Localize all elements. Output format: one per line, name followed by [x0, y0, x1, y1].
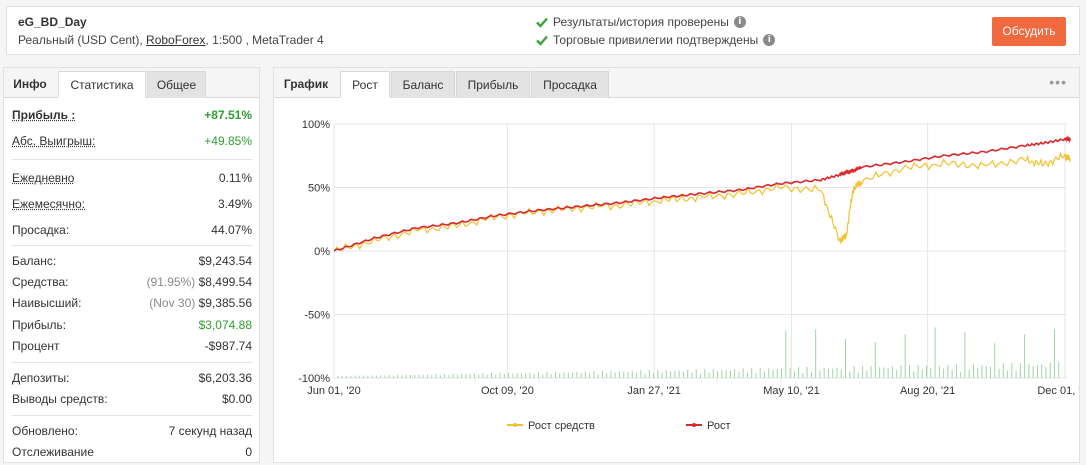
chart-panel: График Рост Баланс Прибыль Просадка ••• … [273, 67, 1080, 463]
info-icon[interactable]: i [763, 34, 776, 46]
legend-label: Рост [707, 420, 731, 432]
stat-profit-amount: Прибыль: $3,074.88 [12, 316, 252, 336]
stat-label: Депозиты: [12, 371, 70, 385]
account-leverage-platform: , 1:500 , MetaTrader 4 [205, 33, 324, 47]
stat-label: Прибыль: [12, 318, 67, 332]
stat-label[interactable]: Абс. Выигрыш: [12, 134, 96, 148]
y-tick-label: -50% [304, 310, 330, 322]
stat-withdrawals: Выводы средств: $0.00 [12, 390, 252, 410]
verify-privileges-text: Торговые привилегии подтверждены [553, 33, 759, 47]
stat-amount: $9,385.56 [198, 296, 252, 310]
stat-value: +49.85% [204, 134, 252, 148]
stat-deposits: Депозиты: $6,203.36 [12, 369, 252, 389]
tab-balance[interactable]: Баланс [391, 71, 455, 98]
stat-value: 44.07% [211, 223, 252, 237]
y-tick-label: -100% [298, 373, 330, 385]
account-type: Реальный (USD Cent), [18, 33, 147, 47]
stat-value: $0.00 [221, 392, 252, 406]
stat-label: Просадка: [12, 223, 70, 237]
stat-drawdown: Просадка: 44.07% [12, 221, 252, 241]
legend-marker [513, 423, 517, 427]
stat-tracking: Отслеживание 0 [12, 443, 252, 463]
x-tick-label: Jun 01, '20 [307, 385, 360, 397]
stat-value: (91.95%) $8,499.54 [147, 275, 252, 289]
legend-label: Рост средств [528, 420, 595, 432]
y-tick-label: 50% [308, 183, 330, 195]
stat-abs-gain: Абс. Выигрыш: +49.85% [12, 132, 252, 152]
tab-statistics[interactable]: Статистика [58, 71, 146, 98]
stat-value: 0 [245, 445, 252, 459]
divider [12, 159, 252, 160]
stat-label: Средства: [12, 275, 69, 289]
x-tick-label: Jan 27, '21 [627, 385, 680, 397]
tab-growth[interactable]: Рост [340, 71, 390, 98]
stat-profit: Прибыль : +87.51% [12, 106, 252, 126]
check-icon [536, 35, 548, 46]
x-tick-label: Dec 01, '21 [1037, 385, 1079, 397]
stat-sub: (Nov 30) [149, 296, 196, 310]
more-options-icon[interactable]: ••• [1049, 74, 1067, 90]
x-tick-label: May 10, '21 [763, 385, 820, 397]
stat-label[interactable]: Прибыль : [12, 108, 76, 122]
account-info: Реальный (USD Cent), RoboForex, 1:500 , … [18, 33, 324, 47]
stat-value: +87.51% [204, 108, 252, 122]
verify-results-text: Результаты/история проверены [553, 15, 729, 29]
stat-label[interactable]: Ежедневно [12, 171, 75, 185]
stat-label: Обновлено: [12, 424, 78, 438]
stat-updated: Обновлено: 7 секунд назад [12, 422, 252, 442]
stat-highest: Наивысший: (Nov 30) $9,385.56 [12, 294, 252, 314]
stat-label: Процент [12, 339, 60, 353]
stats-tabs: Инфо Статистика Общее [4, 68, 259, 98]
chart-tabs-label: График [283, 77, 329, 91]
stat-value: $6,203.36 [198, 371, 252, 385]
series-line [333, 151, 1071, 252]
tab-drawdown[interactable]: Просадка [531, 71, 609, 98]
discuss-button[interactable]: Обсудить [992, 17, 1066, 46]
tab-profit[interactable]: Прибыль [456, 71, 530, 98]
stat-label: Выводы средств: [12, 392, 108, 406]
verify-privileges: Торговые привилегии подтверждены i [535, 33, 776, 47]
stat-amount: $8,499.54 [198, 275, 252, 289]
y-tick-label: 0% [314, 246, 330, 258]
stat-label: Отслеживание [12, 445, 94, 459]
stat-value: -$987.74 [204, 339, 252, 353]
stat-value: $9,243.54 [198, 254, 252, 268]
x-tick-label: Oct 09, '20 [481, 385, 534, 397]
stat-monthly: Ежемесячно: 3.49% [12, 195, 252, 215]
growth-chart: 100% 50% 0% -50% -100%Jun 01, '20 Oct 09, '20… [298, 119, 1079, 432]
divider [12, 415, 252, 416]
account-name: eG_BD_Day [18, 15, 87, 29]
stat-interest: Процент -$987.74 [12, 337, 252, 357]
broker-link[interactable]: RoboForex [146, 33, 206, 47]
x-tick-label: Aug 20, '21 [900, 385, 955, 397]
stat-sub: (91.95%) [146, 275, 196, 289]
series-line [333, 135, 1071, 252]
stat-label[interactable]: Ежемесячно: [12, 197, 86, 211]
stat-balance: Баланс: $9,243.54 [12, 252, 252, 272]
y-tick-label: 100% [302, 119, 330, 131]
check-icon [536, 17, 548, 28]
tab-info[interactable]: Инфо [13, 77, 47, 91]
stat-equity: Средства: (91.95%) $8,499.54 [12, 273, 252, 293]
stat-value: (Nov 30) $9,385.56 [149, 296, 252, 310]
stat-daily: Ежедневно 0.11% [12, 169, 252, 189]
stat-label: Наивысший: [12, 296, 82, 310]
stat-value: $3,074.88 [198, 318, 252, 332]
legend-marker [692, 423, 696, 427]
stat-value: 0.11% [218, 171, 252, 185]
divider [12, 362, 252, 363]
account-header: eG_BD_Day Реальный (USD Cent), RoboForex… [6, 6, 1080, 55]
stat-value: 3.49% [217, 197, 252, 211]
info-icon[interactable]: i [733, 16, 746, 28]
tab-general[interactable]: Общее [147, 71, 206, 98]
divider [12, 245, 252, 246]
stat-value: 7 секунд назад [168, 424, 252, 438]
chart-tabs: График Рост Баланс Прибыль Просадка ••• [274, 68, 1079, 98]
verify-results: Результаты/история проверены i [535, 15, 746, 29]
stat-label: Баланс: [12, 254, 57, 268]
stats-panel: Инфо Статистика Общее Прибыль : +87.51% … [3, 67, 260, 463]
